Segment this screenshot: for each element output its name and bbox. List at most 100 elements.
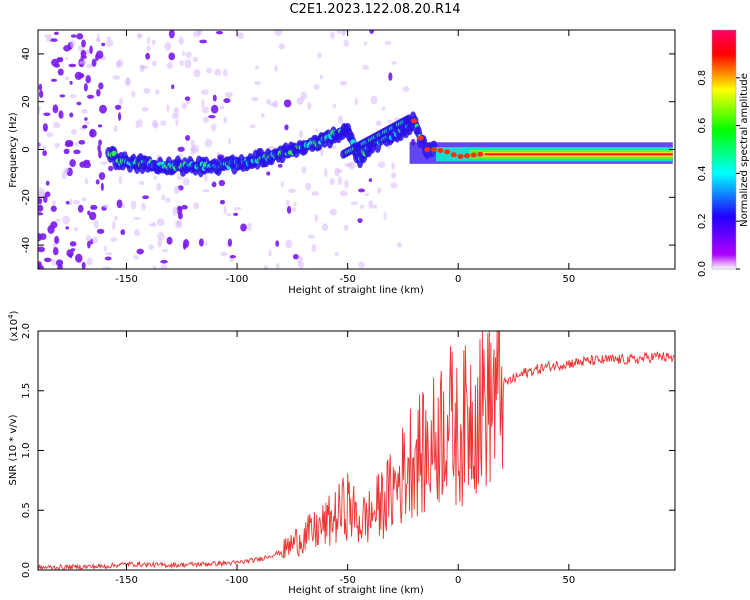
noise-blob [344, 179, 349, 189]
noise-blob [102, 266, 111, 269]
noise-blob [191, 144, 200, 154]
snr-x-tick-label: 50 [562, 575, 575, 586]
noise-blob [311, 190, 320, 196]
noise-blob [80, 49, 87, 58]
noise-blob [81, 39, 86, 48]
snr-x-tick-label: -150 [115, 575, 138, 586]
noise-blob [83, 83, 88, 92]
noise-blob [166, 236, 173, 245]
noise-blob [85, 234, 91, 242]
noise-blob [153, 175, 158, 180]
spectrogram-x-ticks: -150 -100 -50 0 50 [115, 30, 575, 285]
noise-blob [215, 30, 224, 35]
noise-blob [205, 67, 213, 74]
noise-blob [329, 177, 335, 186]
colorbar-tick-label: 0.4 [697, 165, 708, 181]
snr-plot-area [38, 331, 675, 570]
noise-blob [148, 223, 155, 227]
noise-blob [388, 72, 393, 81]
noise-blob [210, 104, 219, 114]
noise-blob [176, 173, 183, 181]
noise-blob [126, 77, 130, 86]
noise-blob [43, 112, 51, 116]
noise-blob [64, 142, 72, 148]
noise-blob [133, 254, 139, 260]
noise-blob [47, 225, 55, 234]
noise-blob [301, 166, 307, 174]
noise-blob [73, 149, 81, 155]
noise-blob [358, 188, 365, 193]
noise-blob [98, 82, 104, 90]
noise-blob [104, 252, 113, 256]
ridge-blob [405, 114, 412, 124]
noise-blob [375, 120, 382, 127]
noise-blob [357, 218, 363, 223]
noise-blob [168, 30, 175, 39]
noise-blob [181, 204, 188, 210]
noise-blob [176, 220, 181, 227]
noise-blob [69, 112, 74, 118]
noise-blob [57, 68, 64, 76]
noise-blob [88, 211, 97, 221]
noise-blob [76, 101, 82, 106]
noise-blob [339, 190, 348, 197]
noise-blob [113, 215, 119, 221]
noise-blob [292, 253, 299, 260]
noise-blob [38, 204, 44, 212]
noise-blob [106, 36, 112, 40]
noise-blob [74, 227, 79, 232]
noise-blob [254, 65, 260, 70]
noise-blob [76, 33, 84, 40]
tone-peak [430, 147, 437, 152]
noise-blob [64, 76, 70, 81]
noise-blob [383, 212, 387, 221]
snr-x-tick-label: 0 [455, 575, 461, 586]
noise-blob [63, 167, 69, 174]
noise-blob [113, 125, 118, 133]
noise-blob [96, 228, 105, 234]
noise-blob [58, 110, 64, 119]
noise-blob [130, 200, 137, 210]
noise-blob [249, 124, 256, 129]
noise-blob [84, 121, 90, 125]
noise-blob [300, 91, 308, 101]
noise-blob [317, 52, 322, 59]
noise-blob [332, 145, 336, 150]
noise-blob [368, 200, 374, 209]
noise-blob [266, 171, 271, 176]
noise-blob [134, 229, 140, 237]
noise-blob [57, 263, 63, 269]
spectrogram-x-tick-label: 0 [455, 274, 461, 285]
noise-blob [155, 89, 160, 95]
noise-blob [120, 229, 126, 236]
noise-blob [391, 162, 395, 170]
snr-y-axis-label: SNR (10 * v/v) [8, 414, 19, 485]
noise-blob [391, 60, 397, 65]
noise-blob [65, 226, 70, 230]
noise-blob [97, 124, 103, 128]
snr-panel: -150 -100 -50 0 50 0.0 0.5 1.0 1.5 2.0 Height of… [7, 310, 676, 596]
noise-blob [44, 33, 52, 38]
noise-blob [305, 182, 312, 191]
noise-blob [275, 240, 280, 247]
snr-line [38, 331, 675, 570]
noise-blob [86, 49, 90, 56]
noise-blob [384, 40, 392, 45]
noise-blob [341, 30, 347, 34]
snr-series [38, 331, 675, 570]
noise-blob [277, 163, 283, 168]
noise-blob [336, 30, 341, 34]
noise-blob [43, 195, 48, 203]
noise-blob [161, 194, 166, 201]
noise-blob [160, 259, 168, 264]
noise-blob [108, 165, 114, 172]
noise-blob [227, 238, 233, 247]
snr-x-ticks: -150 -100 -50 0 50 [115, 331, 575, 586]
noise-blob [319, 75, 324, 80]
spectrogram-x-tick-label: -50 [339, 274, 355, 285]
noise-blob [50, 205, 57, 212]
noise-blob [62, 215, 70, 225]
tone-peak [457, 153, 464, 159]
snr-y-tick-label: 2.0 [21, 323, 32, 339]
noise-blob [69, 80, 73, 85]
